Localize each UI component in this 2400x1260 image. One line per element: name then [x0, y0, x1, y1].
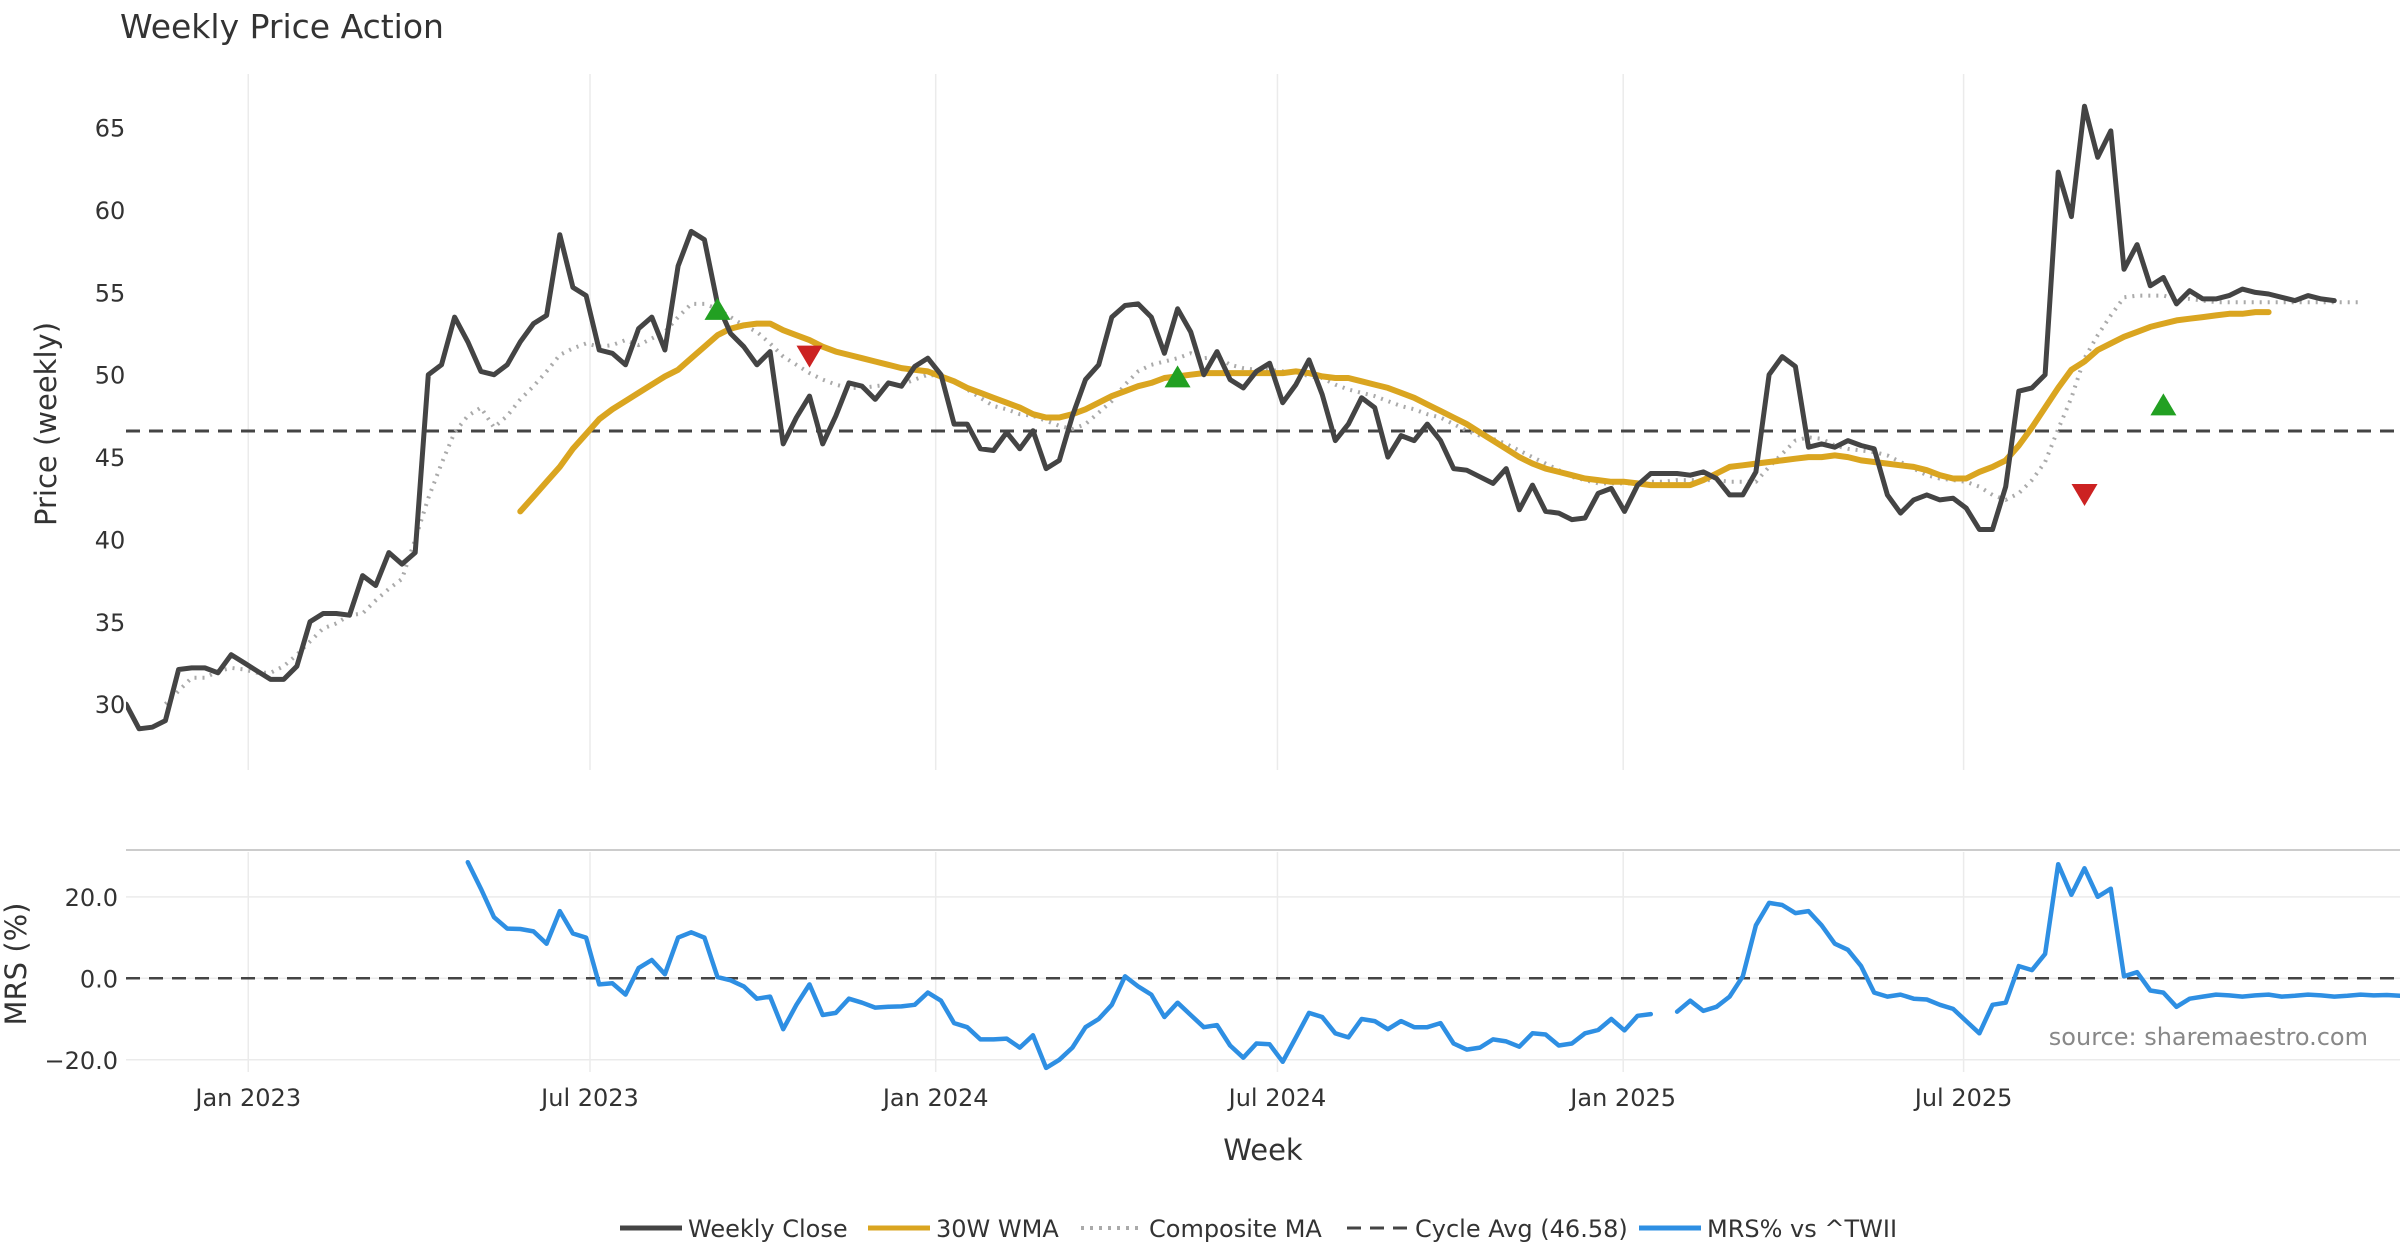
buy-signal-marker	[1164, 365, 1191, 388]
composite-ma-line	[163, 293, 2361, 706]
x-axis-ticks: Jan 2023 Jul 2023 Jan 2024 Jul 2024 Jan 2025…	[193, 1084, 2012, 1112]
mrs-y-tick-label: 0.0	[80, 965, 118, 993]
legend: Weekly Close 30W WMA Composite MA Cycle Avg…	[620, 1215, 1897, 1243]
mrs-y-tick-label: −20.0	[44, 1047, 118, 1075]
price-y-tick-label: 60	[95, 197, 126, 225]
x-tick-label: Jan 2024	[881, 1084, 989, 1112]
price-y-tick-label: 30	[95, 691, 126, 719]
price-gridlines	[247, 74, 1965, 770]
mrs-series	[126, 859, 2400, 1071]
x-tick-label: Jan 2025	[1568, 1084, 1676, 1112]
price-panel: 30 35 40 45 50 55 60 65 Price (weekly)	[29, 74, 2400, 770]
price-y-tick-label: 45	[95, 444, 126, 472]
price-y-tick-label: 65	[95, 115, 126, 143]
x-tick-label: Jul 2025	[1913, 1084, 2013, 1112]
chart-title: Weekly Price Action	[120, 7, 444, 46]
x-axis-label: Week	[1223, 1133, 1303, 1167]
buy-signal-marker	[2150, 393, 2177, 416]
sell-signal-marker	[796, 345, 823, 368]
mrs-line-segment	[465, 859, 1654, 1071]
mrs-y-ticks: −20.0 0.0 20.0	[44, 884, 118, 1075]
mrs-y-axis-label: MRS (%)	[0, 903, 33, 1026]
price-y-axis-label: Price (weekly)	[29, 322, 63, 526]
legend-label: MRS% vs ^TWII	[1707, 1215, 1897, 1243]
price-series	[126, 103, 2400, 732]
x-tick-label: Jul 2024	[1227, 1084, 1327, 1112]
legend-label: Cycle Avg (46.58)	[1415, 1215, 1628, 1243]
signal-markers	[704, 297, 2177, 506]
buy-signal-marker	[704, 297, 731, 320]
mrs-y-tick-label: 20.0	[65, 884, 118, 912]
weekly-close-line	[126, 103, 2337, 732]
legend-label: Composite MA	[1149, 1215, 1322, 1243]
mrs-panel: −20.0 0.0 20.0 MRS (%) source: sharemaestr…	[0, 852, 2400, 1075]
30w-wma-line	[517, 309, 2272, 515]
price-y-ticks: 30 35 40 45 50 55 60 65	[95, 115, 126, 719]
x-tick-label: Jul 2023	[539, 1084, 639, 1112]
price-y-tick-label: 55	[95, 279, 126, 307]
price-y-tick-label: 50	[95, 362, 126, 390]
source-label: source: sharemaestro.com	[2049, 1023, 2368, 1051]
sell-signal-marker	[2071, 483, 2098, 506]
mrs-line-segment	[1674, 861, 2400, 1036]
price-y-tick-label: 35	[95, 609, 126, 637]
legend-label: 30W WMA	[936, 1215, 1059, 1243]
price-y-tick-label: 40	[95, 526, 126, 554]
legend-label: Weekly Close	[688, 1215, 848, 1243]
x-tick-label: Jan 2023	[193, 1084, 301, 1112]
